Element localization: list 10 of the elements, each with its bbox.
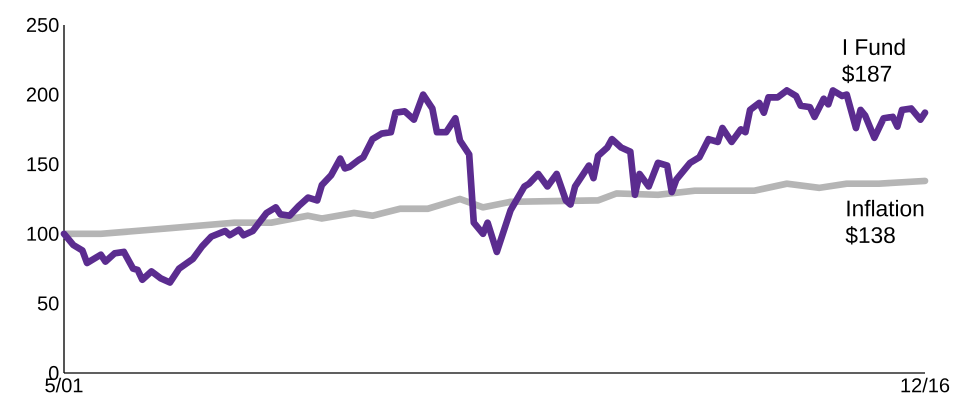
series-label: I Fund: [844, 38, 905, 56]
y-tick-label: 50: [38, 296, 58, 310]
annotation: $138: [846, 226, 895, 244]
y-tick-label: 250: [26, 18, 58, 32]
y-tick-label: 200: [26, 88, 58, 102]
annotation: $187: [842, 64, 892, 84]
series-label: Inflation: [847, 200, 924, 216]
y-tick-label: 150: [27, 157, 58, 172]
y-tick-label: 100: [27, 226, 58, 241]
x-tick-label: 12/16: [902, 378, 950, 392]
